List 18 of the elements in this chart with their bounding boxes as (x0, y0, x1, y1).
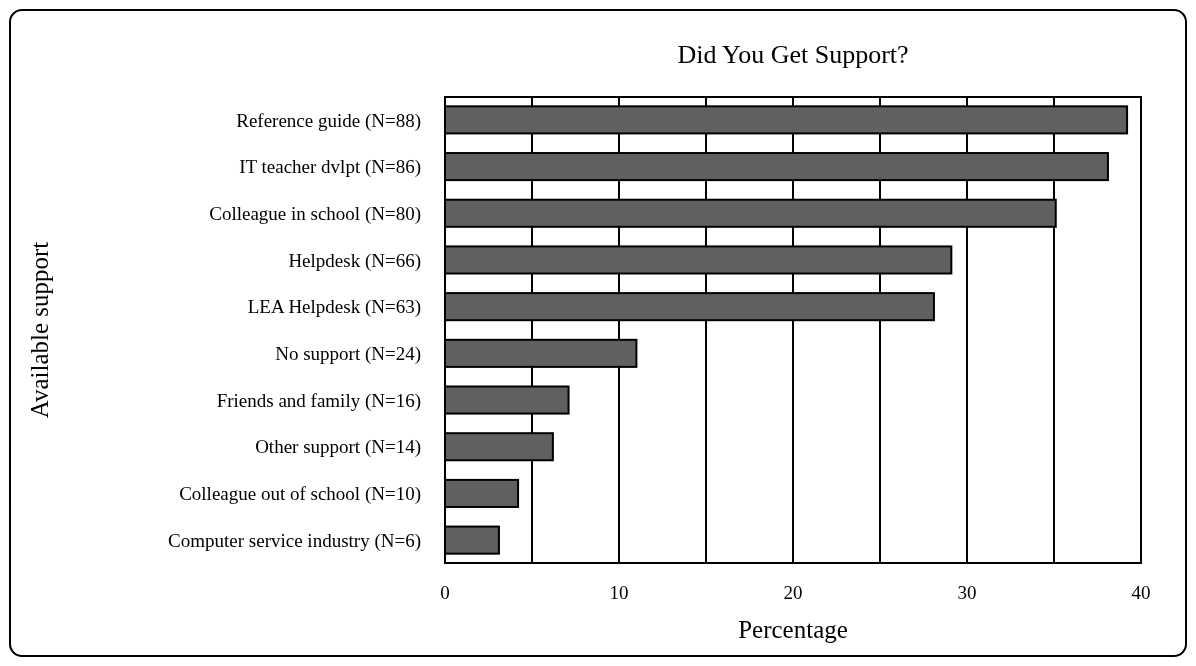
y-tick-label: IT teacher dvlpt (N=86) (239, 156, 421, 179)
y-tick-label: Friends and family (N=16) (216, 389, 421, 412)
y-tick-label: Colleague out of school (N=10) (179, 483, 421, 506)
y-tick-label: Computer service industry (N=6) (168, 529, 421, 552)
x-tick-label: 0 (440, 582, 450, 603)
y-tick-label: Other support (N=14) (255, 436, 421, 459)
x-tick-label: 10 (609, 582, 629, 603)
x-tick-label: 20 (783, 582, 803, 603)
y-tick-label: Helpdesk (N=66) (288, 249, 421, 272)
x-axis-title: Percentage (738, 616, 848, 643)
x-tick-label: 30 (957, 582, 977, 603)
y-tick-label: Colleague in school (N=80) (209, 202, 421, 225)
y-axis-title: Available support (26, 241, 53, 419)
chart-title: Did You Get Support? (677, 40, 909, 69)
y-tick-label: No support (N=24) (275, 343, 421, 365)
y-tick-label: LEA Helpdesk (N=63) (247, 296, 421, 319)
x-tick-label: 40 (1131, 582, 1151, 603)
y-tick-label: Reference guide (N=88) (236, 109, 421, 132)
